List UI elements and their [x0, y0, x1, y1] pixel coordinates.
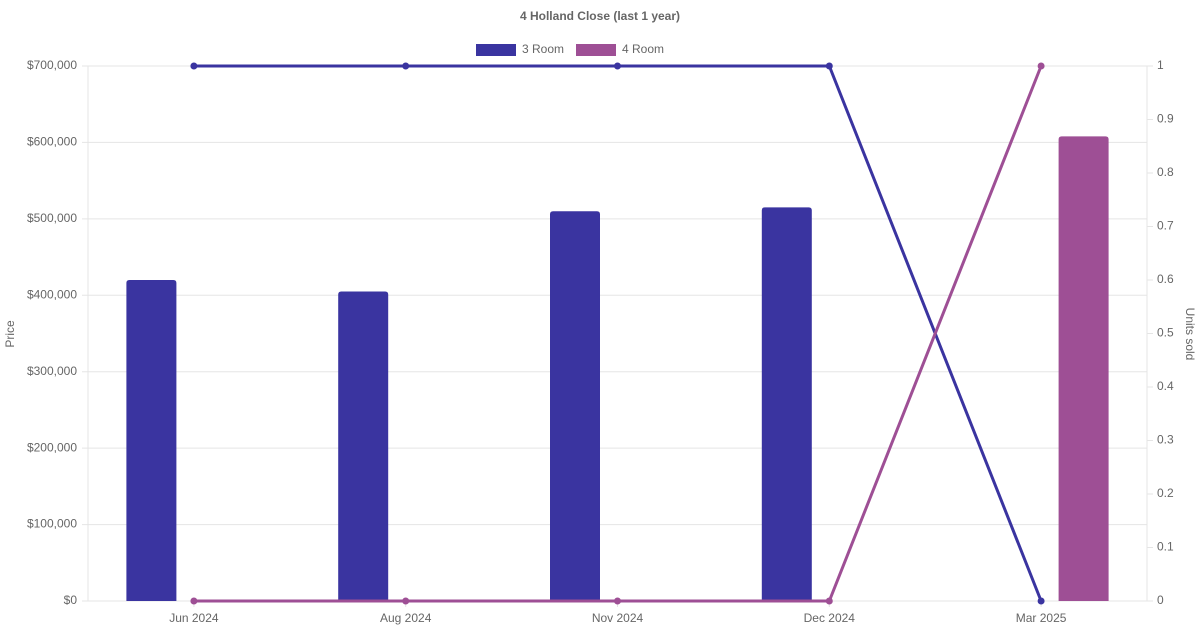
- y2-tick-label: 0: [1157, 593, 1164, 607]
- line-point: [402, 597, 410, 605]
- y-tick-label: $600,000: [27, 135, 77, 149]
- bar: [338, 291, 389, 601]
- y-tick-label: $100,000: [27, 517, 77, 531]
- y2-tick-label: 0.2: [1157, 486, 1174, 500]
- bar: [1058, 136, 1109, 602]
- y-tick-label: $400,000: [27, 287, 77, 301]
- bar: [550, 211, 600, 601]
- line: [193, 64, 1043, 602]
- legend-swatch: [576, 44, 616, 56]
- y2-tick-label: 0.9: [1157, 112, 1174, 126]
- y-axis-title: Price: [3, 320, 17, 348]
- x-tick-label: Dec 2024: [804, 611, 856, 625]
- x-tick-label: Nov 2024: [592, 611, 644, 625]
- x-tick-label: Aug 2024: [380, 611, 432, 625]
- y-tick-label: $200,000: [27, 440, 77, 454]
- legend-label: 3 Room: [522, 42, 564, 56]
- y2-tick-label: 1: [1157, 58, 1164, 72]
- y2-tick-label: 0.7: [1157, 219, 1174, 233]
- line-point: [190, 597, 198, 605]
- legend-label: 4 Room: [622, 42, 664, 56]
- y2-tick-label: 0.1: [1157, 540, 1174, 554]
- x-tick-label: Mar 2025: [1016, 611, 1067, 625]
- y2-axis-title: Units sold: [1183, 308, 1197, 361]
- x-tick-label: Jun 2024: [169, 611, 219, 625]
- line-point: [402, 62, 410, 70]
- y-tick-label: $300,000: [27, 364, 77, 378]
- line-point: [1037, 597, 1045, 605]
- y2-tick-label: 0.4: [1157, 379, 1174, 393]
- y-tick-label: $700,000: [27, 58, 77, 72]
- line: [193, 65, 1043, 603]
- bar: [126, 280, 177, 601]
- line-point: [1037, 62, 1045, 70]
- y2-tick-label: 0.5: [1157, 326, 1174, 340]
- y2-tick-label: 0.6: [1157, 272, 1174, 286]
- line-point: [825, 597, 833, 605]
- line-point: [190, 62, 198, 70]
- line-point: [614, 62, 621, 70]
- line-point: [825, 62, 833, 70]
- line-point: [614, 597, 621, 605]
- bar: [761, 207, 812, 601]
- y2-tick-label: 0.3: [1157, 433, 1174, 447]
- y2-tick-label: 0.8: [1157, 165, 1174, 179]
- y-tick-label: $0: [64, 593, 78, 607]
- chart-title: 4 Holland Close (last 1 year): [520, 9, 680, 23]
- legend-swatch: [476, 44, 516, 56]
- y-tick-label: $500,000: [27, 211, 77, 225]
